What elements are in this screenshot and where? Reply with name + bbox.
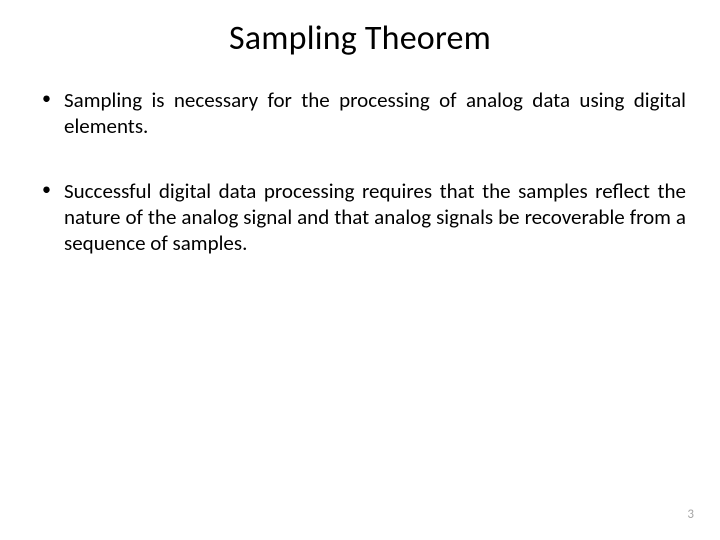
bullet-list: Sampling is necessary for the processing… [34, 87, 686, 256]
page-number: 3 [687, 507, 694, 522]
bullet-item: Sampling is necessary for the processing… [40, 87, 686, 140]
slide: Sampling Theorem Sampling is necessary f… [0, 0, 720, 540]
slide-title: Sampling Theorem [34, 18, 686, 59]
bullet-item: Successful digital data processing requi… [40, 178, 686, 257]
